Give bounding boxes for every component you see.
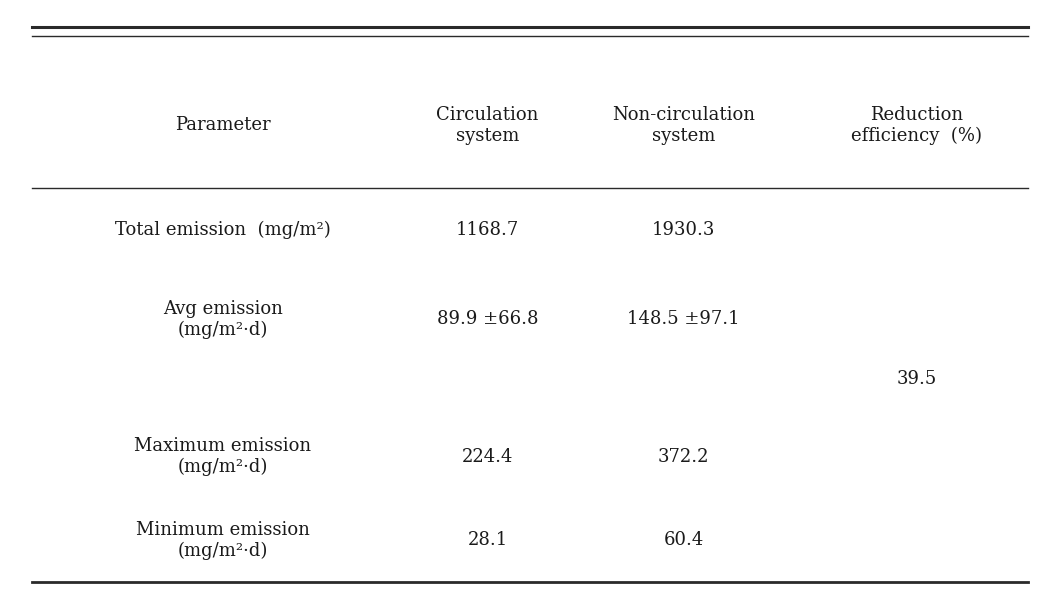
Text: 39.5: 39.5 <box>897 370 937 388</box>
Text: Reduction
efficiency  (%): Reduction efficiency (%) <box>851 106 983 145</box>
Text: 1168.7: 1168.7 <box>456 221 519 239</box>
Text: Non-circulation
system: Non-circulation system <box>613 106 755 144</box>
Text: 1930.3: 1930.3 <box>652 221 716 239</box>
Text: Total emission  (mg/m²): Total emission (mg/m²) <box>114 221 331 239</box>
Text: 148.5 ±97.1: 148.5 ±97.1 <box>628 310 740 328</box>
Text: 60.4: 60.4 <box>664 531 704 549</box>
Text: Avg emission
(mg/m²·d): Avg emission (mg/m²·d) <box>162 300 283 339</box>
Text: Circulation
system: Circulation system <box>437 106 538 144</box>
Text: Parameter: Parameter <box>175 116 270 134</box>
Text: 89.9 ±66.8: 89.9 ±66.8 <box>437 310 538 328</box>
Text: Maximum emission
(mg/m²·d): Maximum emission (mg/m²·d) <box>134 437 312 476</box>
Text: Minimum emission
(mg/m²·d): Minimum emission (mg/m²·d) <box>136 521 310 560</box>
Text: 224.4: 224.4 <box>462 448 513 466</box>
Text: 372.2: 372.2 <box>658 448 709 466</box>
Text: 28.1: 28.1 <box>467 531 508 549</box>
